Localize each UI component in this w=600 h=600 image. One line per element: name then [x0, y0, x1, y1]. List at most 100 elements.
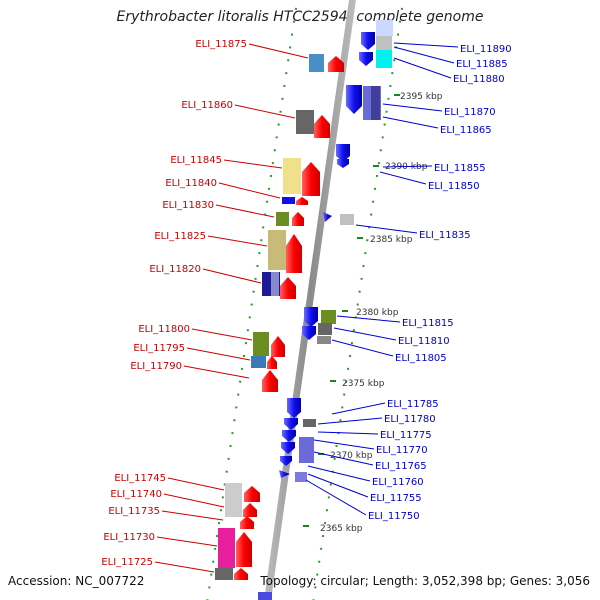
- gene-arrow-11735: [240, 516, 254, 529]
- gene-arrow-11810: [302, 326, 316, 340]
- gene-label-eli-11755: ELI_11755: [370, 493, 422, 504]
- gene-label-eli-11890: ELI_11890: [460, 44, 512, 55]
- gene-arrow-11760: [279, 470, 290, 478]
- gene-arrow-11880b: [359, 52, 373, 66]
- gene-arrow-11840: [296, 197, 308, 205]
- reverse-gene-labels: ELI_11890 ELI_11885 ELI_11880 ELI_11870 …: [305, 42, 512, 522]
- gene-label-eli-11850: ELI_11850: [428, 181, 480, 192]
- gene-arrow-11815: [304, 307, 318, 327]
- gene-label-eli-11745: ELI_11745: [114, 473, 166, 484]
- gene-box-11825: [268, 230, 286, 270]
- gene-label-eli-11855: ELI_11855: [434, 163, 486, 174]
- gene-arrow-11790: [262, 370, 278, 392]
- scale-label-2365: 2365 kbp: [320, 524, 363, 534]
- gene-label-eli-11730: ELI_11730: [103, 532, 155, 543]
- gene-label-eli-11750: ELI_11750: [368, 511, 420, 522]
- gene-label-eli-11840: ELI_11840: [165, 178, 217, 189]
- gene-arrow-11890: [361, 32, 375, 50]
- gene-box-11830: [276, 212, 289, 226]
- gene-box-11805: [317, 336, 331, 344]
- gene-box-11890: [376, 20, 393, 36]
- gene-arrow-11870: [346, 85, 362, 114]
- gene-label-eli-11725: ELI_11725: [101, 557, 153, 568]
- gene-label-eli-11770: ELI_11770: [376, 445, 428, 456]
- gene-arrow-11745: [244, 486, 260, 502]
- gene-arrow-11830: [292, 212, 304, 226]
- gene-label-eli-11885: ELI_11885: [456, 59, 508, 70]
- scale-ticks: [303, 94, 400, 527]
- topology-summary: Topology: circular; Length: 3,052,398 bp…: [260, 574, 590, 588]
- gene-box-11800: [253, 332, 269, 356]
- accession-label: Accession: NC_007722: [8, 574, 145, 588]
- gene-arrow-11725: [234, 568, 248, 580]
- gene-label-eli-11790: ELI_11790: [130, 361, 182, 372]
- gene-box-11835: [340, 214, 354, 225]
- gene-label-eli-11860: ELI_11860: [181, 100, 233, 111]
- gene-label-eli-11870: ELI_11870: [444, 107, 496, 118]
- gene-box-11810: [318, 323, 332, 335]
- gene-label-eli-11820: ELI_11820: [149, 264, 201, 275]
- gene-label-eli-11825: ELI_11825: [154, 231, 206, 242]
- gene-label-eli-11865: ELI_11865: [440, 125, 492, 136]
- forward-gene-labels: ELI_11875 ELI_11860 ELI_11845 ELI_11840 …: [101, 39, 309, 573]
- gene-label-eli-11875: ELI_11875: [195, 39, 247, 50]
- scale-label-2380: 2380 kbp: [356, 308, 399, 318]
- gene-box-11885: [376, 36, 392, 50]
- gene-label-eli-11775: ELI_11775: [380, 430, 432, 441]
- gene-label-eli-11765: ELI_11765: [375, 461, 427, 472]
- gene-arrow-11765: [280, 456, 292, 466]
- scale-label-2395: 2395 kbp: [400, 92, 443, 102]
- gene-box-11760: [295, 472, 307, 482]
- gene-box-11845: [283, 158, 301, 194]
- gene-arrow-11845: [302, 162, 320, 196]
- gene-arrow-11800: [271, 336, 285, 357]
- gene-label-eli-11785: ELI_11785: [387, 399, 439, 410]
- gene-label-eli-11760: ELI_11760: [372, 477, 424, 488]
- gene-arrow-11780: [284, 418, 298, 430]
- gene-label-eli-11835: ELI_11835: [419, 230, 471, 241]
- scale-label-2375: 2375 kbp: [342, 379, 385, 389]
- gene-box-11880: [376, 50, 392, 68]
- gene-arrow-11775: [282, 430, 296, 442]
- gene-label-eli-11815: ELI_11815: [402, 318, 454, 329]
- gene-arrow-11785: [287, 398, 301, 418]
- gene-label-eli-11845: ELI_11845: [170, 155, 222, 166]
- gene-arrow-11770: [281, 442, 295, 454]
- gene-arrow-11835-a: [323, 212, 332, 222]
- gene-label-eli-11795: ELI_11795: [133, 343, 185, 354]
- gene-arrow-11825: [286, 234, 302, 273]
- gene-arrow-11860: [314, 115, 330, 138]
- gene-box-offscreen: [258, 592, 272, 600]
- gene-label-eli-11805: ELI_11805: [395, 353, 447, 364]
- gene-label-eli-11880: ELI_11880: [453, 74, 505, 85]
- gene-box-11770: [299, 437, 314, 463]
- gene-box-11730: [218, 528, 235, 568]
- gene-arrow-11855: [336, 144, 350, 162]
- forward-strand-genes: [215, 54, 344, 580]
- gene-box-11860: [296, 110, 314, 134]
- gene-label-eli-11810: ELI_11810: [398, 336, 450, 347]
- gene-arrow-11820: [280, 277, 296, 299]
- gene-label-eli-11740: ELI_11740: [110, 489, 162, 500]
- gene-box-11840: [282, 197, 295, 204]
- gene-box-11815: [321, 310, 336, 324]
- gene-box-11745: [225, 483, 242, 517]
- scale-label-2370: 2370 kbp: [330, 451, 373, 461]
- gene-arrow-11730: [236, 532, 252, 567]
- gene-arrow-11875: [328, 56, 344, 72]
- reverse-strand-genes: [279, 20, 393, 482]
- gene-arrow-11795: [267, 356, 277, 369]
- gene-label-eli-11780: ELI_11780: [384, 414, 436, 425]
- gene-arrow-11850: [337, 159, 349, 168]
- gene-label-eli-11830: ELI_11830: [162, 200, 214, 211]
- gene-box-11795: [251, 356, 266, 368]
- gene-label-eli-11735: ELI_11735: [108, 506, 160, 517]
- genome-backbone: [264, 0, 356, 600]
- gene-label-eli-11800: ELI_11800: [138, 324, 190, 335]
- gene-box-11875: [309, 54, 324, 72]
- gene-box-11725: [215, 568, 233, 580]
- gene-box-11780: [303, 419, 316, 427]
- scale-label-2385: 2385 kbp: [370, 235, 413, 245]
